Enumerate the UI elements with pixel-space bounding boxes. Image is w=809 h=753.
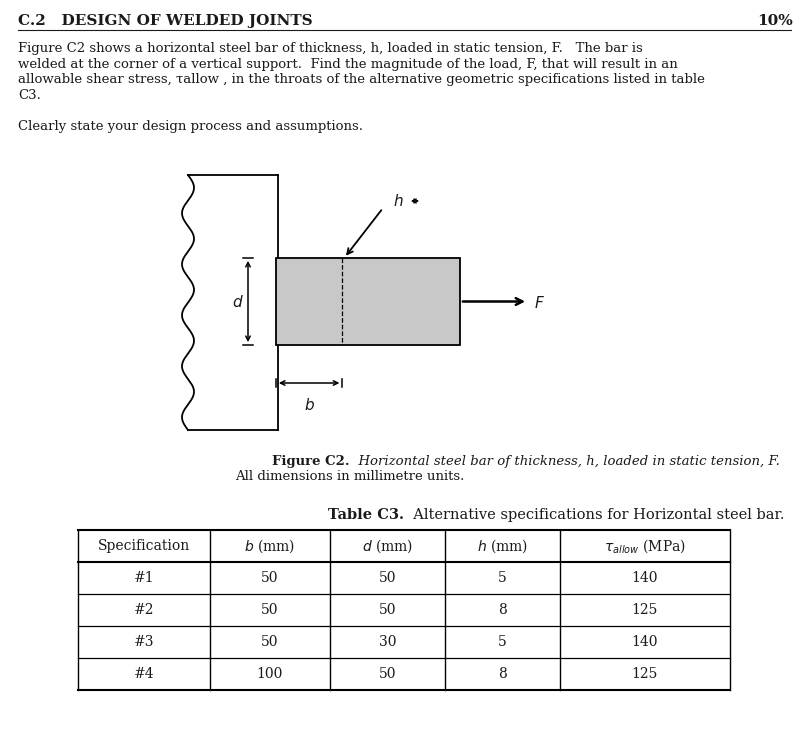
Text: 50: 50 <box>379 667 396 681</box>
Text: 50: 50 <box>261 571 279 585</box>
Text: 50: 50 <box>261 635 279 649</box>
Text: allowable shear stress, τallow , in the throats of the alternative geometric spe: allowable shear stress, τallow , in the … <box>18 73 705 86</box>
Text: C3.: C3. <box>18 89 41 102</box>
Text: 50: 50 <box>379 571 396 585</box>
Text: $h$: $h$ <box>393 193 404 209</box>
Text: #3: #3 <box>133 635 155 649</box>
Text: 5: 5 <box>498 571 507 585</box>
Text: $d$: $d$ <box>232 294 244 309</box>
Text: C.2   DESIGN OF WELDED JOINTS: C.2 DESIGN OF WELDED JOINTS <box>18 14 312 28</box>
Text: $h$ (mm): $h$ (mm) <box>477 537 528 555</box>
Text: Figure C2.: Figure C2. <box>273 455 350 468</box>
Text: 30: 30 <box>379 635 396 649</box>
Text: All dimensions in millimetre units.: All dimensions in millimetre units. <box>235 470 464 483</box>
Text: 100: 100 <box>256 667 283 681</box>
Text: Clearly state your design process and assumptions.: Clearly state your design process and as… <box>18 120 363 133</box>
Text: #2: #2 <box>133 603 155 617</box>
Text: 50: 50 <box>261 603 279 617</box>
Text: 5: 5 <box>498 635 507 649</box>
Text: 125: 125 <box>632 667 659 681</box>
Text: 50: 50 <box>379 603 396 617</box>
Text: 140: 140 <box>632 571 659 585</box>
Text: 8: 8 <box>498 667 507 681</box>
Text: Horizontal steel bar of thickness, h, loaded in static tension, F.: Horizontal steel bar of thickness, h, lo… <box>350 455 780 468</box>
Text: 8: 8 <box>498 603 507 617</box>
Text: 125: 125 <box>632 603 659 617</box>
Bar <box>276 258 460 345</box>
Text: 140: 140 <box>632 635 659 649</box>
Text: $F$: $F$ <box>534 294 545 310</box>
Text: $d$ (mm): $d$ (mm) <box>362 537 413 555</box>
Text: Figure C2 shows a horizontal steel bar of thickness, h, loaded in static tension: Figure C2 shows a horizontal steel bar o… <box>18 42 642 55</box>
Text: Alternative specifications for Horizontal steel bar.: Alternative specifications for Horizonta… <box>404 508 785 522</box>
Text: Table C3.: Table C3. <box>328 508 404 522</box>
Text: Specification: Specification <box>98 539 190 553</box>
Text: #1: #1 <box>133 571 155 585</box>
Text: welded at the corner of a vertical support.  Find the magnitude of the load, F, : welded at the corner of a vertical suppo… <box>18 57 678 71</box>
Text: $b$ (mm): $b$ (mm) <box>244 537 295 555</box>
Text: $b$: $b$ <box>303 397 315 413</box>
Text: $\tau_{allow}$ (MPa): $\tau_{allow}$ (MPa) <box>604 537 686 555</box>
Text: 10%: 10% <box>757 14 793 28</box>
Text: #4: #4 <box>133 667 155 681</box>
